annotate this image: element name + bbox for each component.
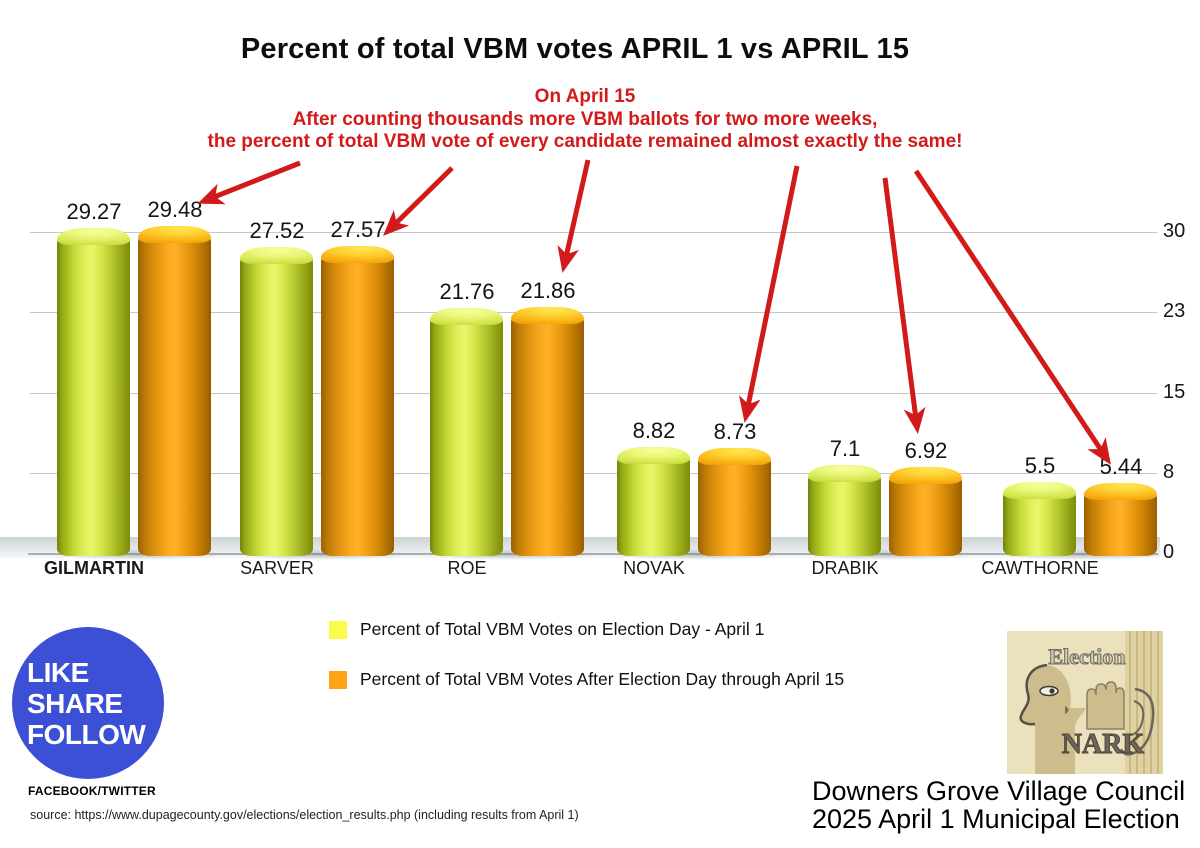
value-label-april1-drabik: 7.1 [829, 436, 861, 461]
logo-election-text: Election [1049, 644, 1126, 669]
value-label-april15-sarver: 27.57 [330, 217, 386, 242]
y-tick-0: 0 [1163, 541, 1200, 564]
bar-april1-novak [617, 447, 690, 556]
legend-label-april1: Percent of Total VBM Votes on Election D… [360, 619, 765, 639]
face-profile [1020, 665, 1086, 774]
bar-april15-drabik [889, 467, 962, 556]
value-label-april15-drabik: 6.92 [904, 438, 948, 463]
bar-april15-cawthorne [1084, 483, 1157, 556]
mouth [1065, 706, 1069, 714]
page-title: Percent of total VBM votes APRIL 1 vs AP… [240, 33, 910, 65]
gridline-23 [30, 312, 1157, 313]
value-label-april1-gilmartin: 29.27 [66, 199, 122, 224]
bar-april15-gilmartin [138, 226, 211, 556]
value-label-april15-roe: 21.86 [520, 278, 576, 303]
y-tick-15: 15 [1163, 381, 1186, 403]
gridline-15 [30, 393, 1157, 394]
ear [1119, 687, 1155, 756]
bar-april15-roe [511, 307, 584, 556]
value-label-april1-sarver: 27.52 [249, 218, 305, 243]
annotation-text: On April 15 After counting thousands mor… [80, 86, 1090, 154]
logo-nark-text: NARK [1062, 729, 1145, 760]
gridline-8 [30, 473, 1157, 474]
y-tick-23: 23 [1163, 300, 1186, 322]
value-label-april15-cawthorne: 5.44 [1099, 454, 1143, 479]
pupil [1049, 688, 1055, 694]
value-label-april15-novak: 8.73 [713, 419, 757, 444]
legend-row-april15: Percent of Total VBM Votes After Electio… [329, 669, 844, 690]
social-line-follow: FOLLOW [27, 718, 146, 750]
bar-april1-cawthorne [1003, 482, 1076, 556]
hand [1086, 681, 1125, 730]
chart-legend: Percent of Total VBM Votes on Election D… [329, 619, 844, 719]
value-label-april1-cawthorne: 5.5 [1024, 453, 1056, 478]
source-note: source: https://www.dupagecounty.gov/ele… [30, 808, 579, 822]
legend-swatch-april15 [329, 670, 347, 689]
x-axis-baseline [28, 553, 1158, 555]
footer-line-1: Downers Grove Village Council [812, 776, 1186, 806]
bar-april15-sarver [321, 246, 394, 556]
category-label-sarver: SARVER [240, 558, 314, 578]
annotation-line-3: the percent of total VBM vote of every c… [207, 131, 963, 152]
social-caption: FACEBOOK/TWITTER [28, 784, 156, 798]
value-label-april15-gilmartin: 29.48 [147, 197, 203, 222]
bar-april1-drabik [808, 465, 881, 556]
category-label-novak: NOVAK [623, 558, 685, 578]
eye [1039, 685, 1059, 697]
annotation-line-1: On April 15 [534, 86, 636, 107]
social-line-like: LIKE [27, 656, 89, 688]
bar-april1-sarver [240, 247, 313, 556]
election-nark-logo: Election NARK [1007, 631, 1163, 774]
legend-swatch-april1 [329, 620, 347, 639]
social-badge-text: LIKE SHARE FOLLOW [12, 656, 146, 750]
ear-inner [1131, 700, 1145, 736]
category-label-roe: ROE [447, 558, 487, 578]
bar-april1-roe [430, 308, 503, 556]
annotation-line-2: After counting thousands more VBM ballot… [292, 108, 878, 130]
legend-row-april1: Percent of Total VBM Votes on Election D… [329, 619, 844, 640]
value-label-april1-roe: 21.76 [439, 279, 495, 304]
social-badge: LIKE SHARE FOLLOW [12, 627, 164, 779]
face-outline [1019, 663, 1048, 726]
election-footer: Downers Grove Village Council 2025 April… [812, 776, 1186, 834]
y-tick-8: 8 [1163, 461, 1175, 483]
category-label-cawthorne: CAWTHORNE [981, 558, 1099, 578]
category-label-gilmartin: GILMARTIN [44, 558, 144, 578]
legend-label-april15: Percent of Total VBM Votes After Electio… [360, 669, 845, 689]
value-label-april1-novak: 8.82 [632, 418, 676, 443]
footer-line-2: 2025 April 1 Municipal Election [812, 803, 1180, 834]
gridline-30 [30, 232, 1157, 233]
social-line-share: SHARE [27, 687, 123, 719]
y-tick-30: 30 [1163, 220, 1186, 242]
bar-april1-gilmartin [57, 228, 130, 556]
bar-april15-novak [698, 448, 771, 556]
category-label-drabik: DRABIK [811, 558, 879, 578]
whisper-face-graphic [1019, 663, 1155, 774]
